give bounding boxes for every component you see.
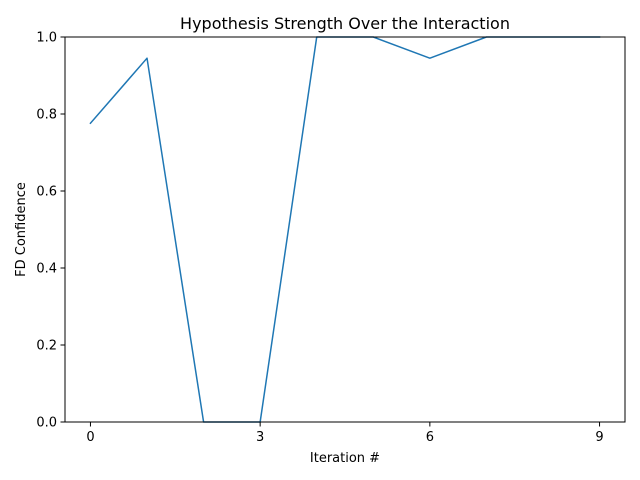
y-tick-label: 1.0 (36, 31, 57, 46)
y-tick-label: 0.2 (36, 339, 57, 354)
x-tick-label: 0 (86, 430, 94, 445)
x-tick-label: 9 (595, 430, 603, 445)
plot-frame (64, 36, 626, 423)
y-axis-ticks: 0.0 0.2 0.4 0.6 0.8 1.0 (36, 31, 65, 431)
plot-background (65, 37, 625, 422)
y-tick-label: 0.8 (36, 108, 57, 123)
plot-area (64, 36, 626, 423)
y-tick-label: 0.6 (36, 185, 57, 200)
y-tick-label: 0.0 (36, 416, 57, 431)
y-axis-label: FD Confidence (14, 182, 29, 277)
x-axis-label: Iteration # (310, 451, 380, 466)
x-tick-label: 3 (256, 430, 264, 445)
x-tick-label: 6 (426, 430, 434, 445)
y-tick-label: 0.4 (36, 262, 57, 277)
x-axis-ticks: 0 3 6 9 (86, 422, 604, 445)
chart-title: Hypothesis Strength Over the Interaction (180, 14, 510, 33)
